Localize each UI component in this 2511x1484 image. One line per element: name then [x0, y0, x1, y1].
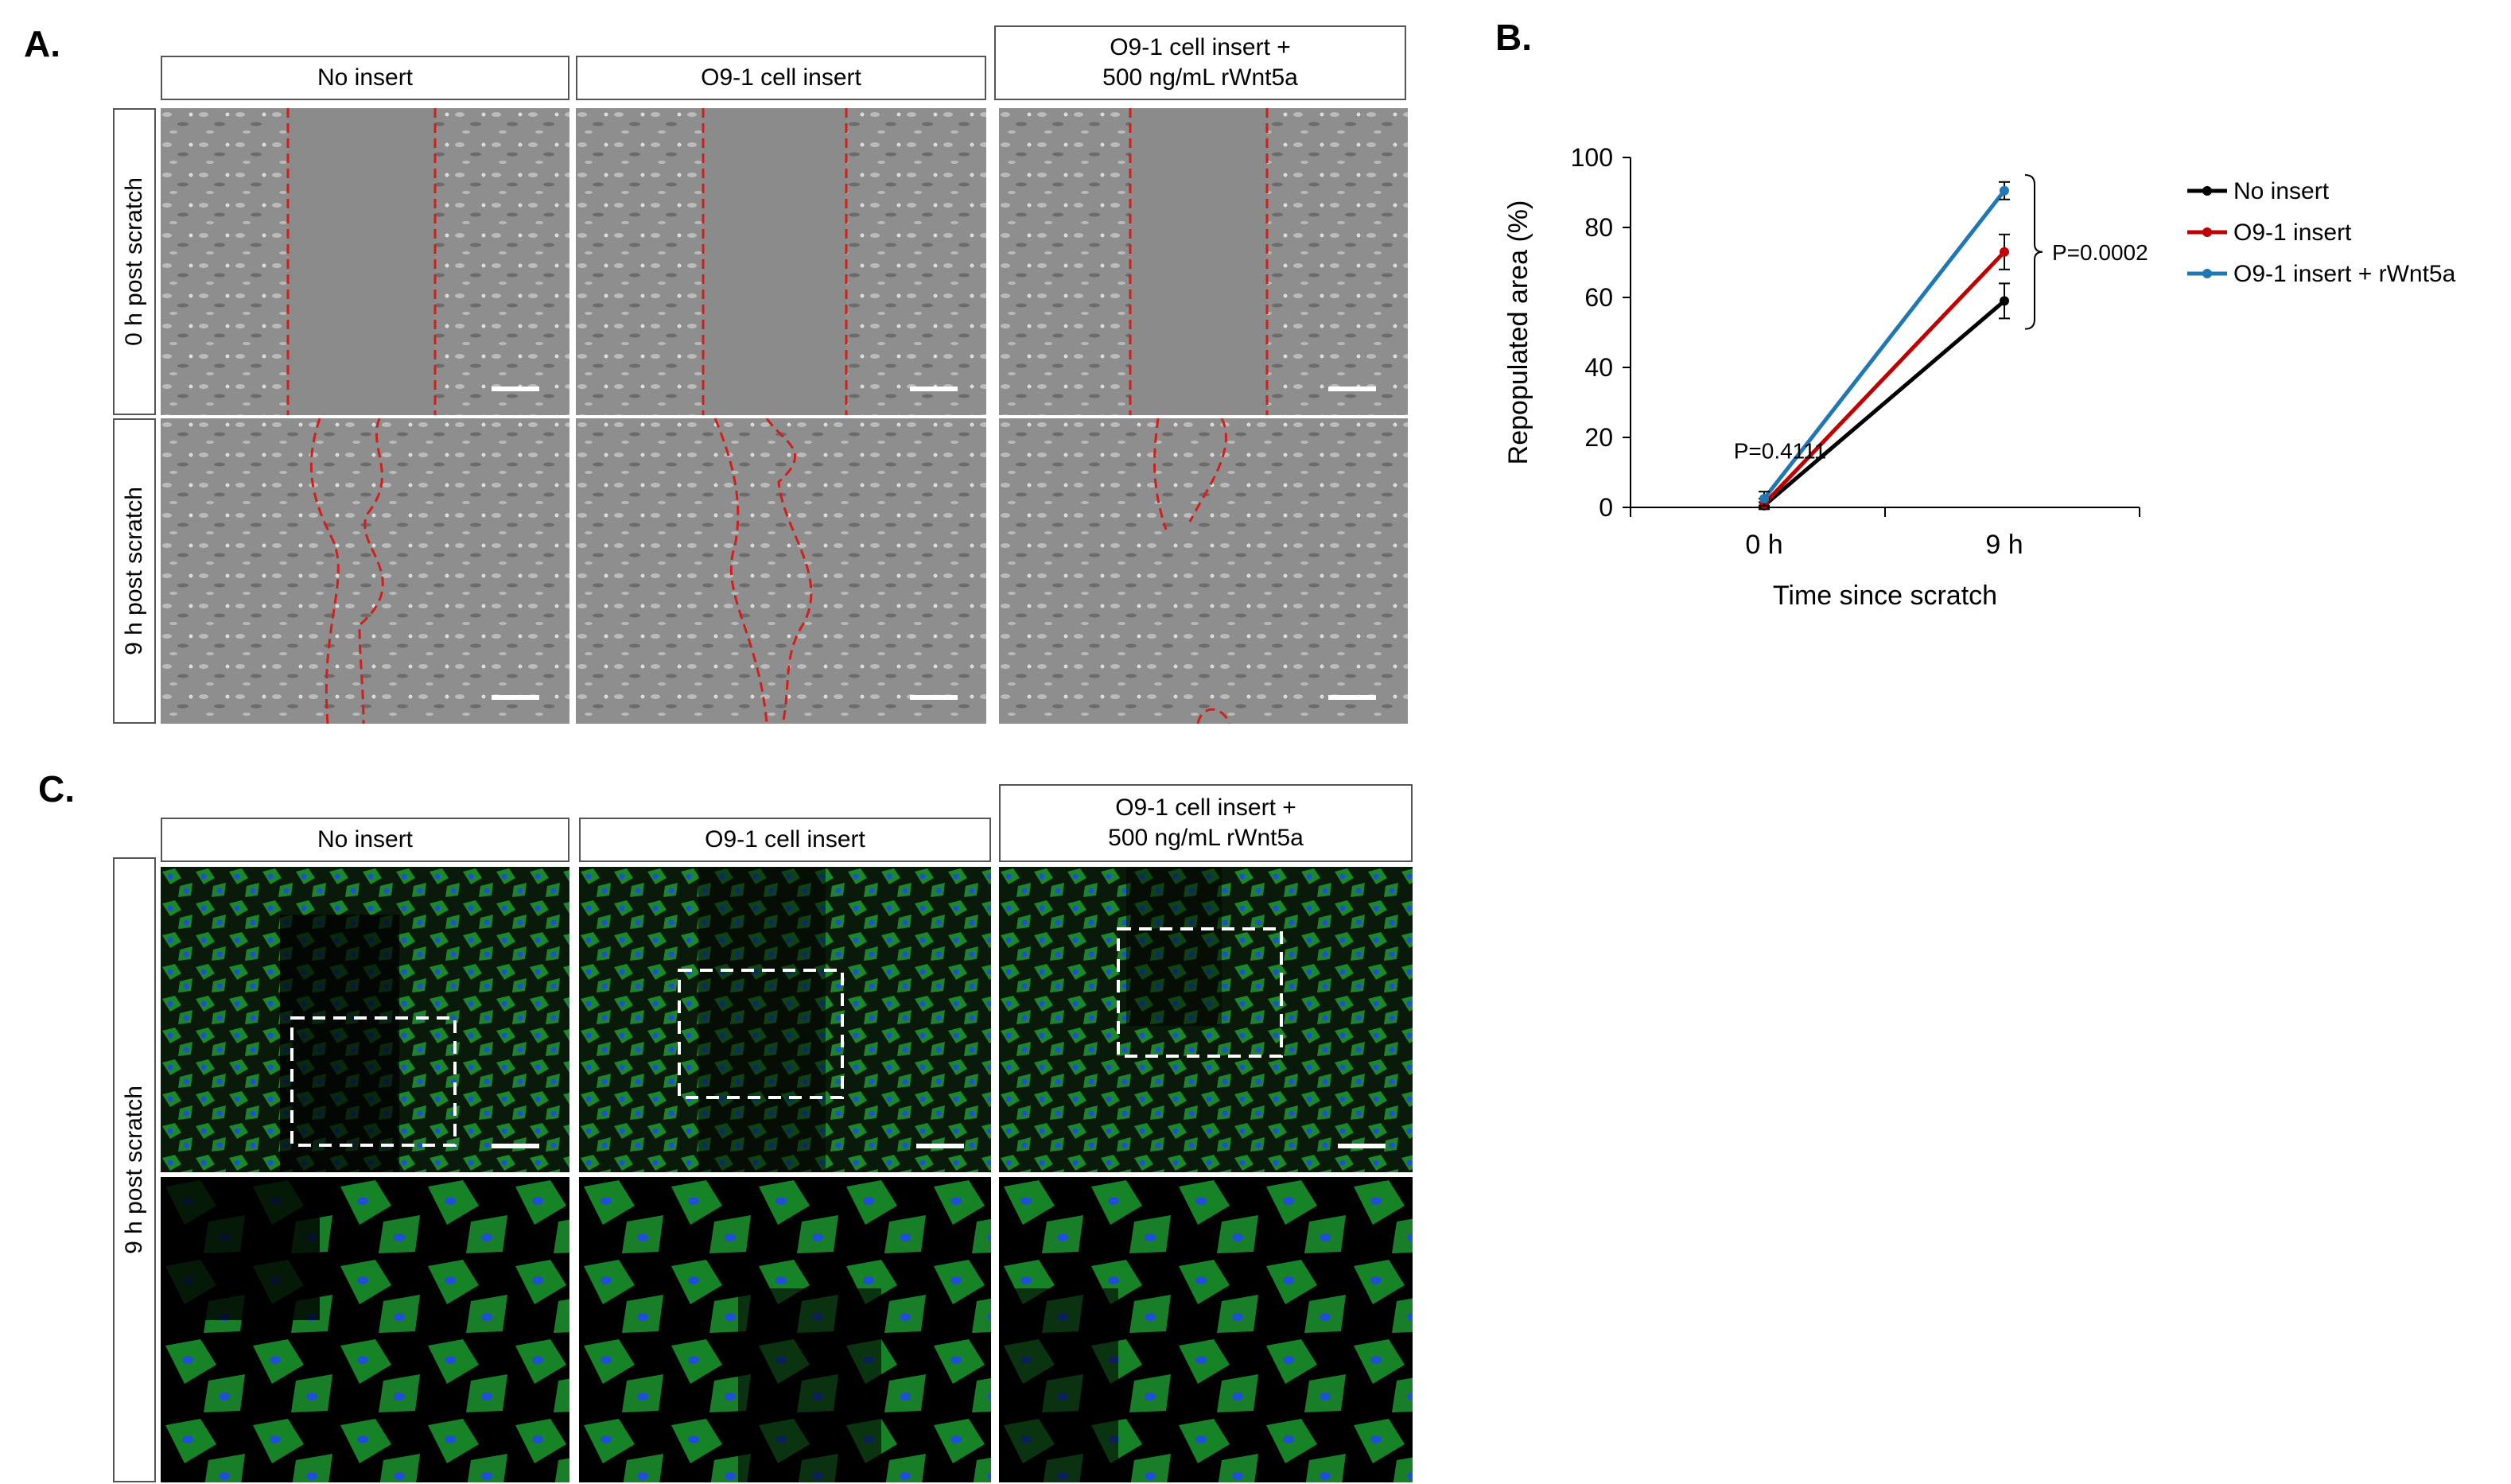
- legend-item: No insert: [2187, 178, 2330, 204]
- x-tick-label: 0 h: [1745, 530, 1782, 560]
- legend-item: O9-1 insert + rWnt5a: [2187, 261, 2456, 287]
- y-axis-label: Repopulated area (%): [1503, 200, 1533, 465]
- panel-b-legend: No insert O9-1 insert O9-1 insert + rWnt5a: [2187, 178, 2456, 287]
- micrograph-a-9h-o91-insert: [576, 418, 986, 724]
- data-point: [2000, 247, 2009, 257]
- fluorescence-c-o91-rwnt5a: [999, 867, 1413, 1172]
- significance-bracket: [2024, 174, 2043, 330]
- x-axis-label: Time since scratch: [1773, 581, 1997, 611]
- micrograph-a-0h-o91-rwnt5a: [999, 108, 1408, 415]
- p-value-9h: P=0.0002: [2052, 240, 2148, 265]
- panel-a-header-o91-rwnt5a: O9-1 cell insert + 500 ng/mL rWnt5a: [994, 25, 1406, 100]
- data-point: [2000, 185, 2009, 196]
- micrograph-a-9h-o91-rwnt5a: [999, 418, 1408, 724]
- fluorescence-c-no-insert: [161, 867, 569, 1172]
- panel-b-letter: B.: [1495, 17, 1532, 58]
- panel-a-row-label-9h: 9 h post scratch: [113, 418, 156, 724]
- legend-marker: [2202, 227, 2212, 237]
- y-tick-label: 60: [1584, 283, 1613, 312]
- panel-c-letter: C.: [38, 768, 75, 810]
- fluorescence-c-o91-insert-zoom: [579, 1177, 991, 1482]
- panel-c-header-no-insert: No insert: [161, 818, 569, 862]
- panel-a-letter: A.: [24, 23, 60, 64]
- chart-axes: 0 20 40 60 80 100 0 h 9 h Time since scratch Repo…: [1503, 143, 2140, 611]
- panel-b-line-chart: 0 20 40 60 80 100 0 h 9 h Time since scratch Repo…: [1503, 143, 2148, 611]
- row-label-text: 9 h post scratch: [121, 1086, 147, 1254]
- panel-c-header-o91-rwnt5a: O9-1 cell insert + 500 ng/mL rWnt5a: [999, 784, 1413, 862]
- micrograph-a-9h-no-insert: [161, 418, 569, 724]
- micrograph-a-0h-o91-insert: [576, 108, 986, 415]
- data-point: [2000, 296, 2009, 306]
- legend-marker: [2202, 186, 2212, 196]
- p-value-0h: P=0.4111: [1734, 438, 1827, 463]
- y-tick-label: 0: [1599, 493, 1613, 522]
- series-line: [1763, 299, 2006, 507]
- y-tick-label: 20: [1584, 423, 1613, 452]
- legend-label: O9-1 insert: [2233, 219, 2352, 246]
- legend-label: No insert: [2233, 178, 2330, 204]
- data-point: [1759, 494, 1769, 503]
- y-tick-label: 100: [1571, 143, 1613, 172]
- fluorescence-c-o91-insert: [579, 867, 991, 1172]
- legend-marker: [2202, 269, 2212, 278]
- fluorescence-c-o91-rwnt5a-zoom: [999, 1177, 1413, 1482]
- chart-annotations: P=0.4111 P=0.0002: [1734, 174, 2148, 463]
- panel-a-row-label-0h: 0 h post scratch: [113, 108, 156, 415]
- panel-c-header-o91-insert: O9-1 cell insert: [579, 818, 991, 862]
- row-label-text: 9 h post scratch: [121, 487, 147, 655]
- x-tick-label: 9 h: [1985, 530, 2023, 560]
- y-tick-label: 40: [1584, 353, 1613, 382]
- chart-series: [1759, 181, 2010, 511]
- panel-c-row-label-9h: 9 h post scratch: [113, 857, 156, 1482]
- legend-label: O9-1 insert + rWnt5a: [2233, 261, 2456, 287]
- panel-a-header-no-insert: No insert: [161, 56, 569, 100]
- y-tick-label: 80: [1584, 213, 1613, 242]
- row-label-text: 0 h post scratch: [121, 177, 147, 346]
- series-line: [1763, 251, 2006, 506]
- legend-item: O9-1 insert: [2187, 219, 2352, 246]
- fluorescence-c-no-insert-zoom: [161, 1177, 569, 1482]
- micrograph-a-0h-no-insert: [161, 108, 569, 415]
- series-line: [1763, 189, 2006, 500]
- panel-a-header-o91-insert: O9-1 cell insert: [576, 56, 986, 100]
